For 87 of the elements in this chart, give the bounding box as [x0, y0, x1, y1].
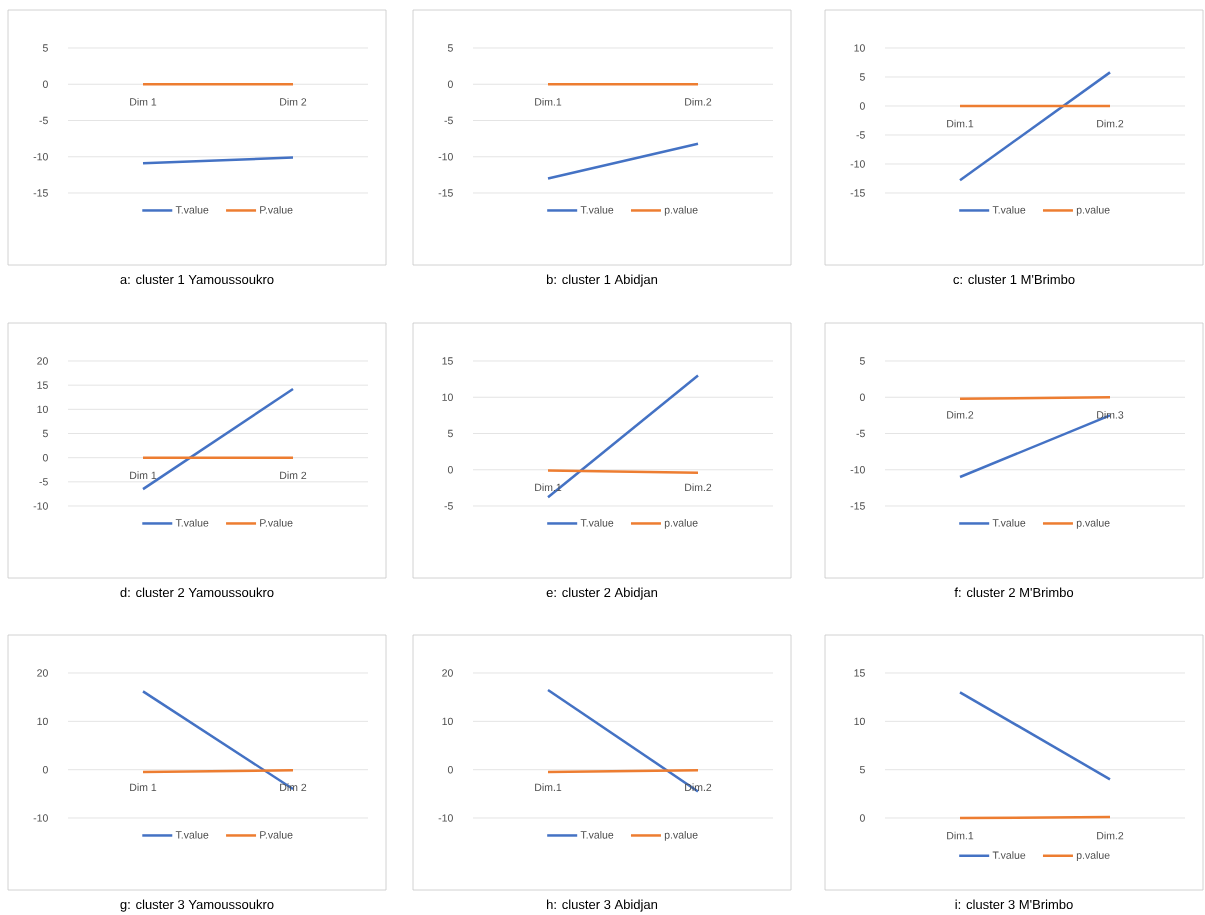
y-tick-label: -10 — [33, 814, 48, 822]
y-tick-label: 15 — [854, 669, 865, 677]
legend-label: T.value — [992, 851, 1026, 859]
y-tick-label: 5 — [42, 429, 48, 438]
y-tick-label: -10 — [850, 160, 865, 168]
y-tick-label: 0 — [42, 80, 48, 88]
legend-label: p.value — [1076, 518, 1110, 529]
y-tick-label: 0 — [859, 102, 865, 110]
legend-label: P.value — [260, 205, 293, 214]
text: b: cluster 1 Abidjan — [546, 274, 658, 287]
y-tick-label: 20 — [37, 669, 48, 677]
y-tick-label: 15 — [442, 357, 453, 365]
x-tick-label: Dim 1 — [130, 783, 157, 791]
x-tick-label: Dim.2 — [685, 97, 712, 106]
legend-label: p.value — [664, 205, 698, 216]
x-tick-label: Dim 2 — [280, 471, 307, 479]
x-tick-label: Dim.1 — [947, 119, 974, 128]
text: i: cluster 3 M'Brimbo — [955, 899, 1073, 910]
y-tick-label: -15 — [438, 189, 453, 197]
y-tick-label: 5 — [859, 357, 865, 365]
legend-label: T.value — [992, 518, 1026, 527]
legend-label: T.value — [580, 830, 614, 839]
x-tick-label: Dim.2 — [1097, 119, 1124, 128]
x-tick-label: Dim.3 — [1097, 410, 1124, 419]
x-tick-label: Dim.2 — [1097, 831, 1124, 840]
y-tick-label: 10 — [37, 717, 48, 726]
legend-label: T.value — [580, 518, 614, 527]
y-tick-label: -5 — [444, 502, 453, 510]
y-tick-label: -10 — [33, 502, 48, 510]
y-tick-label: 0 — [447, 765, 453, 774]
y-tick-label: 5 — [447, 429, 453, 438]
y-tick-label: -5 — [39, 478, 48, 486]
legend-label: p.value — [1076, 205, 1110, 216]
x-tick-label: Dim.2 — [685, 483, 712, 492]
y-tick-label: 10 — [442, 717, 453, 726]
y-tick-label: 20 — [442, 669, 453, 677]
y-tick-label: -5 — [39, 116, 48, 125]
y-tick-label: 10 — [854, 717, 865, 726]
y-tick-label: -15 — [33, 189, 48, 197]
y-tick-label: -10 — [33, 153, 48, 161]
y-tick-label: -10 — [850, 466, 865, 474]
legend-label: p.value — [664, 830, 698, 841]
y-tick-label: -5 — [856, 131, 865, 139]
y-tick-label: 0 — [42, 453, 48, 462]
text: f: cluster 2 M'Brimbo — [954, 587, 1074, 598]
legend-label: p.value — [1076, 851, 1110, 861]
y-tick-label: 20 — [37, 357, 48, 365]
x-tick-label: Dim.2 — [947, 410, 974, 419]
y-tick-label: 0 — [859, 393, 865, 401]
y-tick-label: 10 — [854, 44, 865, 52]
x-tick-label: Dim 1 — [130, 471, 157, 479]
y-tick-label: -5 — [856, 429, 865, 438]
x-tick-label: Dim.1 — [947, 831, 974, 840]
legend-label: p.value — [664, 518, 698, 529]
y-tick-label: -10 — [438, 814, 453, 822]
y-tick-label: 5 — [42, 44, 48, 52]
x-tick-label: Dim 2 — [280, 97, 307, 106]
y-tick-label: 5 — [859, 766, 865, 774]
y-tick-label: -15 — [850, 502, 865, 510]
y-tick-label: 0 — [447, 80, 453, 88]
legend-label: T.value — [580, 205, 614, 214]
x-tick-label: Dim.1 — [535, 783, 562, 791]
y-tick-label: 5 — [447, 44, 453, 52]
y-tick-label: 10 — [442, 393, 453, 401]
text: c: cluster 1 M'Brimbo — [953, 274, 1075, 285]
y-tick-label: 15 — [37, 381, 48, 389]
legend-label: T.value — [175, 518, 209, 527]
y-tick-label: 0 — [859, 814, 865, 822]
y-tick-label: 5 — [859, 73, 865, 81]
x-tick-label: Dim.1 — [535, 97, 562, 106]
legend-label: T.value — [992, 205, 1026, 214]
text: h: cluster 3 Abidjan — [547, 899, 658, 912]
y-tick-label: -15 — [850, 189, 865, 197]
text: a: cluster 1 Yamoussoukro — [120, 274, 274, 285]
text: g: cluster 3 Yamoussoukro — [120, 899, 274, 912]
y-tick-label: -5 — [444, 116, 453, 125]
legend-label: T.value — [175, 830, 209, 839]
y-tick-label: 10 — [37, 405, 48, 414]
legend-label: P.value — [260, 518, 293, 527]
y-tick-label: 0 — [42, 765, 48, 774]
y-tick-label: -10 — [438, 153, 453, 161]
legend-label: T.value — [175, 205, 209, 214]
text: e: cluster 2 Abidjan — [546, 587, 658, 600]
text: d: cluster 2 Yamoussoukro — [120, 587, 274, 598]
x-tick-label: Dim 1 — [130, 97, 157, 106]
legend-label: P.value — [260, 830, 293, 839]
y-tick-label: 0 — [447, 466, 453, 474]
